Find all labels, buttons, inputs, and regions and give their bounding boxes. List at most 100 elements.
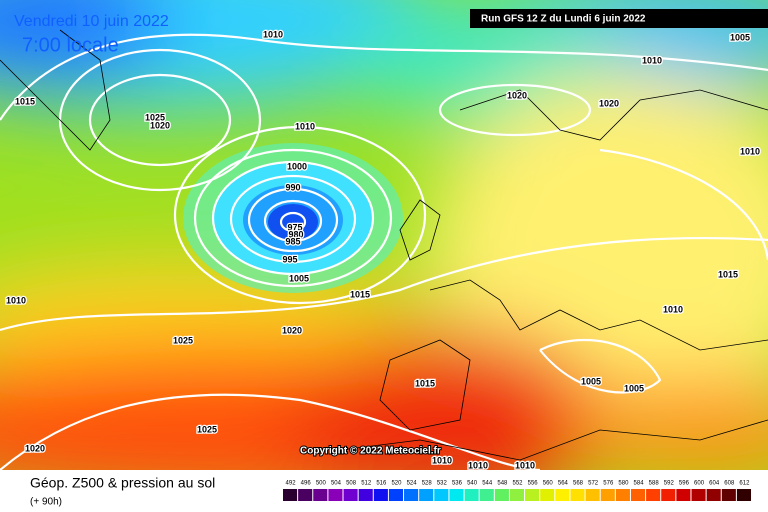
legend-label: 496 (301, 481, 312, 487)
legend-label: 568 (573, 481, 584, 487)
legend-swatch (736, 489, 751, 501)
legend-label: 528 (422, 481, 433, 487)
legend-swatch (646, 489, 661, 501)
isobar-label: 1020 (282, 325, 302, 335)
legend: 492 496 500 504 508 512 516 520 524 528 532 536 540 5… (283, 481, 751, 501)
isobar-label: 1010 (515, 460, 535, 470)
legend-label: 504 (331, 481, 342, 487)
isobar-label: 1005 (730, 32, 750, 42)
isobar-label: 1005 (624, 383, 644, 393)
time: 7:00 locale (22, 34, 119, 56)
legend-label: 512 (361, 481, 372, 487)
legend-label: 508 (346, 481, 357, 487)
legend-label: 604 (709, 481, 720, 487)
legend-label: 520 (391, 481, 402, 487)
isobar-label: 1010 (468, 460, 488, 470)
legend-swatch (404, 489, 419, 501)
legend-label: 536 (452, 481, 463, 487)
legend-swatch (343, 489, 358, 501)
isobar-label: 1010 (642, 55, 662, 65)
legend-label: 564 (558, 481, 569, 487)
isobar-label: 1020 (150, 120, 170, 130)
isobar-label: 1005 (581, 376, 601, 386)
footer-lead: (+ 90h) (30, 497, 62, 508)
legend-label: 548 (497, 481, 508, 487)
isobar-label: 995 (282, 254, 297, 264)
isobar-label: 1020 (25, 443, 45, 453)
legend-label: 500 (316, 481, 327, 487)
legend-swatch (509, 489, 525, 501)
isobar-label: 1015 (415, 378, 435, 388)
legend-swatch (388, 489, 404, 501)
run-info: Run GFS 12 Z du Lundi 6 juin 2022 (481, 14, 646, 25)
legend-label: 608 (724, 481, 735, 487)
legend-swatch (283, 489, 298, 501)
legend-swatch (298, 489, 313, 501)
legend-swatch (479, 489, 494, 501)
isobar-label: 1005 (289, 273, 309, 283)
isobar-label: 1010 (432, 455, 452, 465)
isobar-label: 1010 (740, 146, 760, 156)
isobar-label: 1015 (15, 96, 35, 106)
legend-label: 556 (528, 481, 539, 487)
legend-swatch (555, 489, 570, 501)
legend-label: 576 (603, 481, 614, 487)
legend-label: 584 (634, 481, 645, 487)
legend-label: 540 (467, 481, 478, 487)
isobar-label: 980 (288, 229, 303, 239)
isobar-label: 1000 (287, 161, 307, 171)
legend-swatch (691, 489, 706, 501)
legend-swatch (328, 489, 343, 501)
legend-label: 532 (437, 481, 448, 487)
legend-swatch (615, 489, 630, 501)
legend-swatch (600, 489, 615, 501)
legend-label: 596 (679, 481, 690, 487)
isobar-label: 1020 (599, 98, 619, 108)
legend-label: 544 (482, 481, 493, 487)
legend-label: 572 (588, 481, 599, 487)
legend-swatch (419, 489, 434, 501)
legend-swatch (676, 489, 691, 501)
legend-swatch (706, 489, 721, 501)
isobar-label: 1025 (173, 335, 193, 345)
isobar-label: 1010 (663, 304, 683, 314)
legend-swatch (585, 489, 600, 501)
legend-label: 516 (376, 481, 387, 487)
legend-label: 612 (739, 481, 750, 487)
legend-swatch (373, 489, 388, 501)
isobar-label: 1025 (197, 424, 217, 434)
legend-swatch (434, 489, 449, 501)
legend-swatch (464, 489, 479, 501)
legend-swatch (721, 489, 736, 501)
legend-label: 600 (694, 481, 705, 487)
isobar-label: 1010 (6, 295, 26, 305)
isobar-label: 1010 (263, 29, 283, 39)
isobar-label: 985 (285, 236, 300, 246)
isobar-label: 1025 (145, 112, 165, 122)
legend-swatch (630, 489, 646, 501)
legend-label: 552 (512, 481, 523, 487)
legend-label: 560 (543, 481, 554, 487)
legend-label: 492 (286, 481, 297, 487)
legend-label: 580 (618, 481, 629, 487)
legend-label: 588 (649, 481, 660, 487)
legend-swatch (661, 489, 676, 501)
legend-swatch (313, 489, 328, 501)
legend-label: 592 (664, 481, 675, 487)
copyright: Copyright © 2022 Meteociel.fr (300, 446, 441, 457)
legend-swatch (358, 489, 373, 501)
isobar-label: 1010 (295, 121, 315, 131)
legend-swatch (494, 489, 509, 501)
legend-swatch (570, 489, 585, 501)
isobar-label: 1020 (507, 90, 527, 100)
isobar-label: 975 (287, 222, 302, 232)
legend-swatch (540, 489, 555, 501)
isobar-label: 1015 (718, 269, 738, 279)
legend-swatch (525, 489, 540, 501)
date: Vendredi 10 juin 2022 (14, 13, 169, 30)
legend-swatch (449, 489, 464, 501)
legend-label: 524 (407, 481, 418, 487)
